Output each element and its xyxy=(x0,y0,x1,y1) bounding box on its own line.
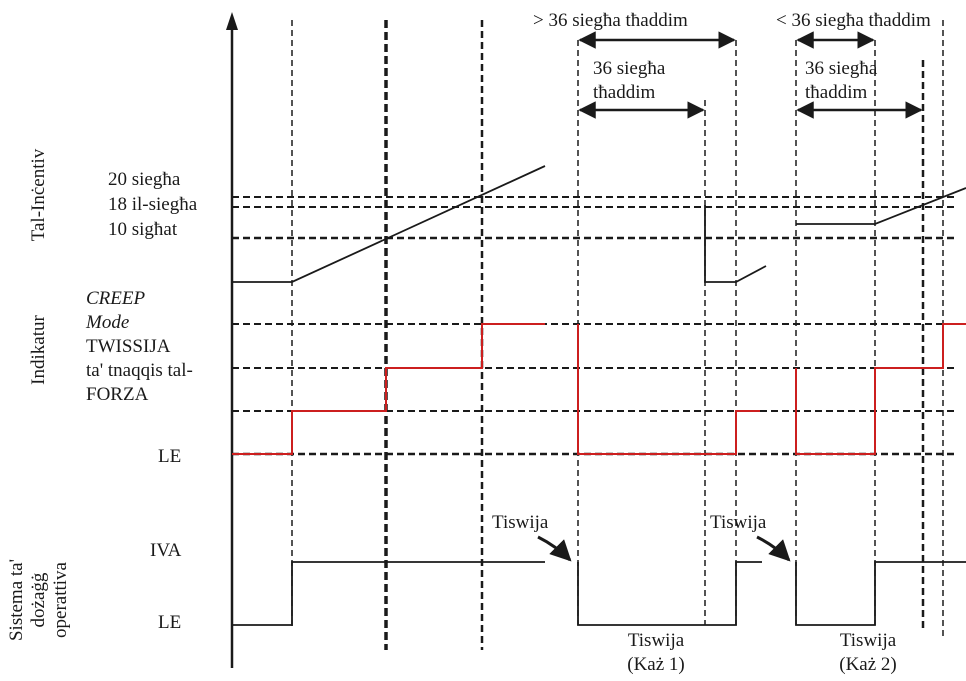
dosing-trace xyxy=(232,561,966,626)
indicator-warning-label-2: ta' tnaqqis tal- xyxy=(86,360,193,381)
case2-inner-duration-1: 36 siegħa xyxy=(805,58,878,79)
incentive-counter-segment-3 xyxy=(796,187,966,225)
case1-outer-duration: > 36 siegħa tħaddim xyxy=(533,10,688,31)
incentive-trace xyxy=(232,165,966,283)
indicator-warning-label-3: FORZA xyxy=(86,384,149,405)
indicator-trace xyxy=(232,323,966,455)
warning-label-2: Tiswija xyxy=(710,512,767,533)
incentive-level-20: 20 siegħa xyxy=(108,169,181,190)
reference-lines xyxy=(232,196,955,456)
case1-inner-duration-1: 36 siegħa xyxy=(593,58,666,79)
incentive-level-10: 10 sigħat xyxy=(108,219,178,240)
incentive-counter-segment-1 xyxy=(232,165,546,283)
warning-label-1: Tiswija xyxy=(492,512,549,533)
dosing-on-label: IVA xyxy=(150,540,182,561)
incentive-section-label: Tal-Inċentiv xyxy=(28,148,49,241)
section-labels: Tal-Inċentiv Indikatur Sistema ta' dożaġ… xyxy=(6,148,71,641)
indicator-signal-segment-3 xyxy=(795,323,966,455)
time-axis xyxy=(226,12,238,668)
duration-arrows xyxy=(578,31,923,119)
incentive-counter-segment-2 xyxy=(704,205,767,283)
case2-inner-duration-2: tħaddim xyxy=(805,82,867,103)
indicator-creep-label-1: CREEP xyxy=(86,288,145,309)
duration-labels: > 36 siegħa tħaddim 36 siegħa tħaddim < … xyxy=(533,10,931,103)
indicator-creep-label-2: Mode xyxy=(85,312,129,333)
case1-repair-label-2: (Każ 1) xyxy=(627,654,685,675)
dosing-signal-segment-1 xyxy=(232,561,545,626)
event-labels: Tiswija Tiswija Tiswija (Każ 1) Tiswija … xyxy=(492,512,897,675)
case2-repair-label-2: (Każ 2) xyxy=(839,654,897,675)
indicator-signal-segment-2 xyxy=(577,324,760,455)
dosing-section-label-1: Sistema ta' xyxy=(6,559,27,641)
indicator-warning-label-1: TWISSIJA xyxy=(86,336,171,357)
case2-outer-duration: < 36 siegħa tħaddim xyxy=(776,10,931,31)
indicator-section-label: Indikatur xyxy=(28,315,49,385)
warning-arrow-2 xyxy=(756,535,791,562)
case1-inner-duration-2: tħaddim xyxy=(593,82,655,103)
case2-repair-label-1: Tiswija xyxy=(840,630,897,651)
dosing-signal-segment-3 xyxy=(795,561,966,626)
case1-repair-label-1: Tiswija xyxy=(628,630,685,651)
warning-arrows xyxy=(537,535,791,562)
warning-arrow-1 xyxy=(537,535,572,562)
level-labels: 20 siegħa 18 il-siegħa 10 sigħat CREEP M… xyxy=(85,169,198,633)
incentive-level-18: 18 il-siegħa xyxy=(108,194,198,215)
event-lines xyxy=(291,20,944,650)
indicator-off-label: LE xyxy=(158,446,181,467)
dosing-section-label-2: dożaġġ xyxy=(28,572,49,627)
dosing-section-label-3: operattiva xyxy=(50,561,71,638)
indicator-signal-segment-1 xyxy=(232,323,545,455)
dosing-signal-segment-2 xyxy=(577,561,762,626)
dosing-off-label: LE xyxy=(158,612,181,633)
